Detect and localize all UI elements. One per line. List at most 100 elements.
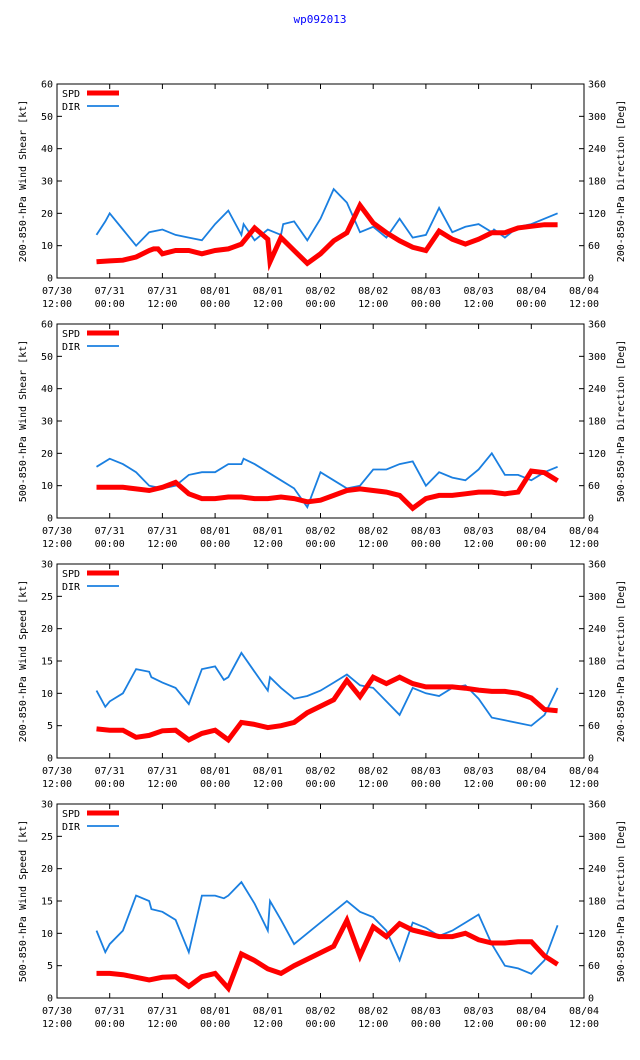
y-tick-label: 30 [41, 177, 53, 188]
x-tick-label-time: 00:00 [95, 1019, 125, 1030]
y2-tick-label: 60 [588, 721, 600, 732]
x-tick-label-time: 00:00 [516, 1019, 546, 1030]
y-tick-label: 30 [41, 800, 53, 811]
y-tick-label: 60 [41, 320, 53, 331]
y2-tick-label: 0 [588, 994, 594, 1005]
x-tick-label-date: 08/01 [200, 526, 230, 537]
x-tick-label-time: 00:00 [411, 1019, 441, 1030]
x-tick-label-date: 08/03 [464, 766, 494, 777]
y-tick-label: 40 [41, 144, 53, 155]
y2-tick-label: 180 [588, 417, 606, 428]
x-tick-label-date: 08/01 [253, 286, 283, 297]
legend-label-spd: SPD [62, 809, 80, 820]
x-tick-label-time: 12:00 [147, 299, 177, 310]
legend-label-dir: DIR [62, 102, 81, 113]
chart-panel-1: 0 10 20 30 40 50 60 0 60 120 180 240 300 360 07/30 12:0… [18, 80, 627, 311]
y-tick-label: 30 [41, 560, 53, 571]
x-tick-label-date: 07/30 [42, 766, 72, 777]
y-tick-label: 60 [41, 80, 53, 91]
y2-tick-label: 300 [588, 592, 606, 603]
y-tick-label: 30 [41, 417, 53, 428]
y2-tick-label: 300 [588, 112, 606, 123]
x-tick-label-date: 07/31 [95, 766, 125, 777]
series-line-spd [96, 200, 558, 272]
x-tick-label-date: 08/04 [569, 1006, 599, 1017]
x-tick-label-time: 00:00 [411, 539, 441, 550]
x-tick-label-date: 08/02 [305, 766, 335, 777]
x-tick-label-date: 08/04 [569, 526, 599, 537]
x-tick-label-time: 00:00 [200, 779, 230, 790]
x-tick-label-date: 07/31 [95, 1006, 125, 1017]
plot-frame [56, 83, 585, 279]
x-tick-label-time: 00:00 [200, 1019, 230, 1030]
y2-axis-label: 500-850-hPa Direction [Deg] [616, 820, 627, 983]
x-tick-label-date: 07/30 [42, 526, 72, 537]
y-tick-label: 20 [41, 624, 53, 635]
y-tick-label: 15 [41, 897, 53, 908]
y-axis-label: 200-850-hPa Wind Speed [kt] [18, 580, 29, 743]
x-tick-label-date: 08/02 [305, 526, 335, 537]
x-tick-label-time: 12:00 [358, 299, 388, 310]
x-tick-label-time: 00:00 [95, 539, 125, 550]
y2-tick-label: 240 [588, 144, 606, 155]
y-tick-label: 10 [41, 929, 53, 940]
x-tick-label-date: 08/02 [358, 526, 388, 537]
y2-tick-label: 120 [588, 929, 606, 940]
y2-tick-label: 180 [588, 897, 606, 908]
y2-tick-label: 60 [588, 481, 600, 492]
x-tick-label-date: 08/02 [305, 1006, 335, 1017]
x-tick-label-time: 00:00 [305, 539, 335, 550]
y2-tick-label: 360 [588, 560, 606, 571]
x-tick-label-date: 08/02 [358, 766, 388, 777]
x-tick-label-date: 08/03 [464, 526, 494, 537]
x-tick-label-date: 08/04 [569, 286, 599, 297]
y-axis-label: 500-850-hPa Wind Shear [kt] [18, 340, 29, 503]
y2-tick-label: 180 [588, 657, 606, 668]
legend-label-dir: DIR [62, 582, 81, 593]
series-line-spd [96, 914, 559, 994]
legend: SPD DIR [62, 329, 119, 353]
x-tick-label-date: 08/01 [200, 1006, 230, 1017]
x-tick-label-time: 00:00 [516, 299, 546, 310]
x-tick-label-date: 08/01 [200, 766, 230, 777]
legend: SPD DIR [62, 809, 119, 833]
y2-tick-label: 240 [588, 384, 606, 395]
y2-axis-label: 200-850-hPa Direction [Deg] [616, 100, 627, 263]
y2-tick-label: 120 [588, 209, 606, 220]
y-axis-label: 500-850-hPa Wind Speed [kt] [18, 820, 29, 983]
y-tick-label: 5 [47, 961, 53, 972]
y2-axis-label: 500-850-hPa Direction [Deg] [616, 340, 627, 503]
x-tick-label-date: 08/03 [411, 286, 441, 297]
x-tick-label-date: 07/31 [95, 286, 125, 297]
y-tick-label: 10 [41, 241, 53, 252]
y2-axis-label: 200-850-hPa Direction [Deg] [616, 580, 627, 743]
x-tick-label-time: 12:00 [464, 1019, 494, 1030]
x-tick-label-time: 00:00 [516, 539, 546, 550]
x-tick-label-date: 08/02 [358, 1006, 388, 1017]
x-tick-label-date: 08/04 [516, 286, 546, 297]
x-tick-label-time: 12:00 [147, 1019, 177, 1030]
x-tick-label-time: 12:00 [464, 779, 494, 790]
x-tick-label-date: 07/31 [147, 766, 177, 777]
y2-tick-label: 0 [588, 274, 594, 285]
x-tick-label-time: 00:00 [95, 779, 125, 790]
x-tick-label-time: 12:00 [253, 1019, 283, 1030]
x-tick-label-time: 12:00 [358, 779, 388, 790]
series-line-spd [96, 468, 559, 512]
y-tick-label: 50 [41, 112, 53, 123]
x-tick-label-time: 00:00 [305, 779, 335, 790]
x-tick-label-date: 07/31 [147, 286, 177, 297]
x-tick-label-date: 08/04 [516, 526, 546, 537]
x-tick-label-time: 12:00 [253, 779, 283, 790]
x-tick-label-time: 12:00 [42, 299, 72, 310]
chart-title: wp092013 [293, 13, 347, 26]
y-tick-label: 10 [41, 689, 53, 700]
x-tick-label-time: 12:00 [42, 539, 72, 550]
x-tick-label-time: 00:00 [516, 779, 546, 790]
x-tick-label-time: 00:00 [411, 299, 441, 310]
x-tick-label-date: 08/04 [516, 1006, 546, 1017]
x-tick-label-date: 07/31 [147, 1006, 177, 1017]
y-tick-label: 50 [41, 352, 53, 363]
series-line-dir [95, 187, 558, 248]
